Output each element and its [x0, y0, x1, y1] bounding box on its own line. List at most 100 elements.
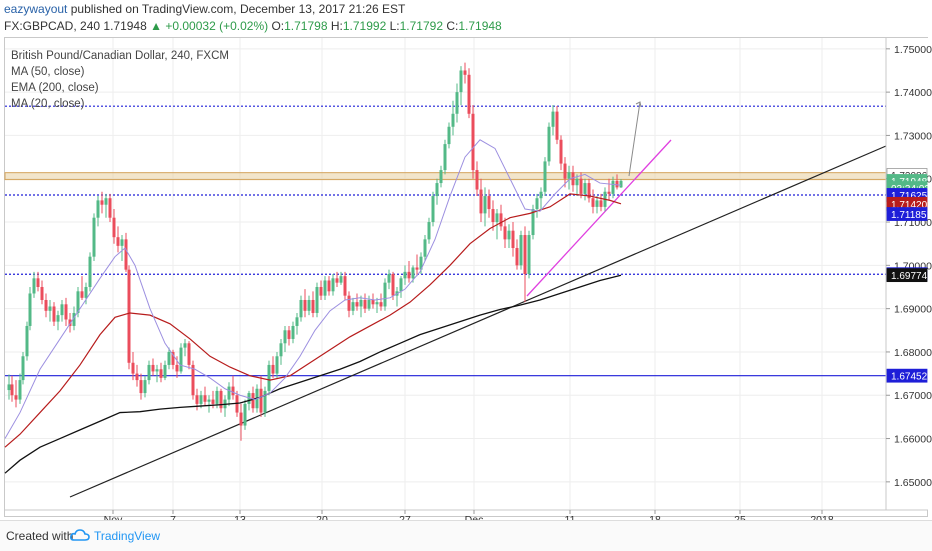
candle-body — [335, 278, 339, 283]
candle-body — [391, 274, 395, 296]
candle-body — [92, 217, 96, 257]
tradingview-cloud-icon[interactable] — [70, 527, 90, 543]
candle-body — [191, 364, 195, 396]
candle-body — [315, 286, 319, 313]
candle-body — [403, 271, 407, 279]
candle-body — [291, 325, 295, 339]
candle-body — [551, 111, 555, 127]
candle-body — [599, 200, 603, 207]
price-tick-label: 1.66000 — [894, 434, 932, 446]
candle-body — [591, 198, 595, 207]
candle-body — [411, 267, 415, 279]
close-label: C: — [446, 19, 459, 33]
candle-body — [231, 386, 235, 396]
legend-title[interactable]: British Pound/Canadian Dollar, 240, FXCM — [11, 50, 229, 62]
ma20-line — [4, 139, 622, 439]
candle-body — [443, 144, 447, 171]
candle-body — [159, 369, 163, 378]
pink-trend-line — [526, 139, 672, 297]
candle-body — [555, 111, 559, 140]
candle-body — [64, 304, 68, 320]
candle-body — [68, 319, 72, 326]
trend-lines — [69, 101, 887, 498]
candle-body — [323, 280, 327, 296]
candle-body — [571, 172, 575, 186]
candle-body — [547, 126, 551, 162]
legend-ma20[interactable]: MA (20, close) — [11, 98, 85, 110]
legend-ema200[interactable]: EMA (200, close) — [11, 82, 99, 94]
candle-body — [44, 299, 48, 311]
candle-body — [463, 70, 467, 75]
candle-body — [275, 356, 279, 374]
close-value: 1.71948 — [458, 19, 502, 33]
open-value: 1.71798 — [284, 19, 328, 33]
candle-body — [319, 286, 323, 296]
candle-body — [179, 347, 183, 372]
projection-arrow-line — [628, 101, 641, 177]
last-price: 1.71948 — [103, 19, 147, 33]
candle-body — [435, 183, 439, 197]
candle-body — [375, 302, 379, 305]
legend-ma50[interactable]: MA (50, close) — [11, 66, 85, 78]
candle-body — [343, 276, 347, 296]
candle-body — [587, 183, 591, 199]
author-link[interactable]: eazywayout — [4, 2, 68, 16]
candle-body — [371, 299, 375, 305]
candle-body — [327, 280, 331, 292]
candle-body — [527, 235, 531, 274]
candle-body — [167, 351, 171, 365]
price-axis-badge-text: 1.69774 — [891, 271, 928, 282]
price-axis-badge-text: 1.67452 — [891, 372, 928, 383]
candle-body — [531, 209, 535, 236]
candle-body — [76, 291, 80, 313]
candle-body — [227, 386, 231, 400]
open-label: O: — [271, 19, 285, 33]
candle-body — [363, 299, 367, 309]
candle-body — [423, 239, 427, 257]
candle-body — [515, 248, 519, 266]
price-axis-badge — [886, 268, 928, 283]
publication-line: eazywayout published on TradingView.com,… — [4, 2, 405, 16]
candle-body — [195, 395, 199, 404]
candle-body — [239, 412, 243, 426]
candle-body — [595, 200, 599, 207]
price-tick-label: 1.69000 — [894, 304, 932, 316]
price-tick-label: 1.68000 — [894, 347, 932, 359]
change-value: +0.00032 (+0.02%) — [165, 19, 269, 33]
candle-body — [7, 384, 11, 391]
candle-body — [183, 343, 187, 348]
tradingview-link[interactable]: TradingView — [94, 529, 161, 543]
candle-body — [267, 364, 271, 391]
candle-body — [163, 364, 167, 378]
candle-body — [271, 364, 275, 374]
candle-body — [503, 226, 507, 240]
candle-body — [203, 395, 207, 402]
candle-body — [427, 222, 431, 240]
candle-body — [40, 286, 44, 300]
candle-body — [10, 384, 14, 396]
candles — [7, 62, 623, 441]
candle-body — [387, 274, 391, 283]
chart-legend: British Pound/Canadian Dollar, 240, FXCM… — [11, 48, 229, 112]
candle-body — [575, 178, 579, 186]
candle-body — [139, 380, 143, 394]
candle-body — [28, 293, 32, 326]
candle-body — [207, 399, 211, 402]
candle-body — [495, 213, 499, 223]
candle-body — [355, 302, 359, 307]
candle-body — [80, 291, 84, 298]
candle-body — [559, 139, 563, 164]
candle-body — [124, 239, 128, 270]
candle-body — [120, 239, 124, 246]
candle-body — [112, 217, 116, 238]
symbol-label[interactable]: FX:GBPCAD, 240 — [4, 19, 101, 33]
high-label: H: — [330, 19, 343, 33]
candle-body — [451, 113, 455, 127]
candle-body — [96, 200, 100, 218]
footer: Created with TradingView — [0, 520, 932, 551]
candle-body — [415, 267, 419, 270]
ma50-line — [4, 193, 622, 448]
candle-body — [507, 230, 511, 240]
candle-body — [351, 302, 355, 311]
